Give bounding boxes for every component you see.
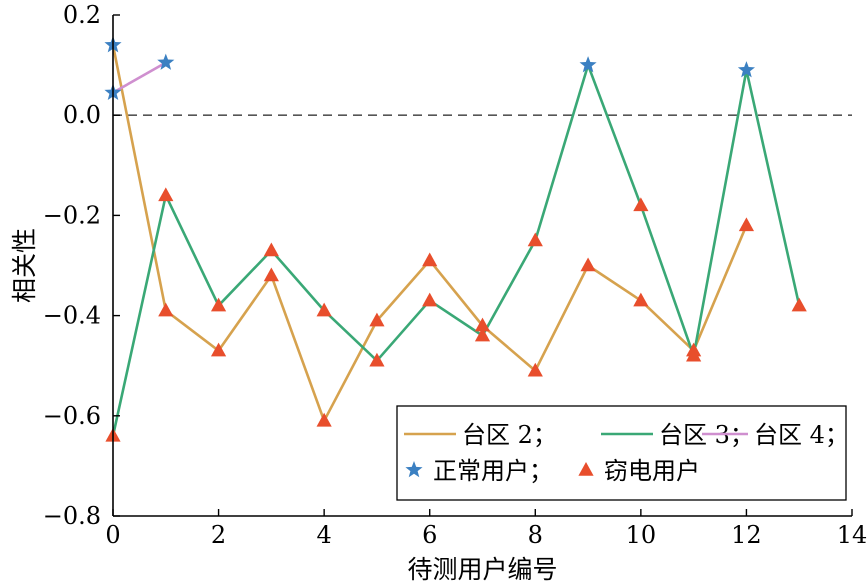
data-point-s1-6-triangle: [422, 252, 438, 267]
x-tick-label-0: 0: [105, 521, 120, 549]
x-axis-title: 待测用户编号: [407, 555, 557, 584]
legend-marker-triangle: [578, 462, 594, 476]
legend-marker-label-star: 正常用户；: [433, 457, 553, 485]
data-point-s1-1-triangle: [158, 302, 174, 317]
data-point-s1-9-triangle: [580, 257, 596, 272]
data-point-s3-1-star: [157, 53, 175, 70]
marker-layer: [104, 36, 807, 442]
series-line-3: [112, 61, 167, 94]
data-point-s2-9-star: [579, 56, 597, 73]
y-tick-label-4: 0.0: [63, 101, 101, 129]
data-point-s2-10-triangle: [633, 197, 649, 212]
series-line-2: [111, 63, 801, 437]
data-point-s2-7-triangle: [474, 327, 491, 342]
legend-label-3: 台区 4；: [754, 421, 849, 449]
data-point-s2-11-triangle: [686, 347, 702, 362]
data-point-s2-1-triangle: [158, 187, 174, 202]
data-point-s2-13-triangle: [791, 297, 807, 312]
y-tick-label-3: −0.2: [43, 201, 101, 229]
y-tick-label-0: −0.8: [43, 502, 101, 530]
y-tick-label-1: −0.6: [43, 402, 101, 430]
data-point-s2-5-triangle: [369, 352, 385, 367]
x-tick-label-14: 14: [837, 521, 867, 549]
data-point-s2-12-star: [737, 61, 755, 78]
axes-layer: 0 2 4 6 8 10 12 14 −0.8 −0.6 −0.4 −0.2 0.0 0.2 待测用户编号 相…: [10, 1, 867, 584]
legend-box: [396, 405, 847, 501]
y-tick-label-5: 0.2: [63, 1, 101, 29]
x-tick-label-10: 10: [626, 521, 657, 549]
data-point-s1-4-triangle: [316, 412, 332, 427]
x-tick-label-6: 6: [422, 521, 437, 549]
x-tick-label-4: 4: [317, 521, 332, 549]
legend-marker-label-triangle: 窃电用户: [604, 457, 700, 485]
data-point-s1-7-triangle: [474, 317, 491, 332]
data-point-s1-5-triangle: [369, 312, 385, 327]
x-tick-label-8: 8: [528, 521, 543, 549]
data-point-s2-6-triangle: [422, 292, 438, 307]
data-point-s1-10-triangle: [633, 292, 649, 307]
legend-marker-star: [405, 461, 423, 478]
x-tick-label-12: 12: [731, 521, 762, 549]
data-point-s2-2-triangle: [210, 297, 227, 312]
data-point-s2-3-triangle: [263, 242, 279, 257]
data-point-s1-2-triangle: [210, 342, 227, 357]
data-point-s1-8-triangle: [527, 362, 543, 377]
legend: 台区 2； 台区 3； 台区 4；正常用户； 窃电用户: [396, 405, 849, 501]
data-point-s2-4-triangle: [316, 302, 332, 317]
legend-label-1: 台区 2；: [462, 421, 557, 449]
data-point-s1-12-triangle: [738, 217, 755, 232]
series-layer: [111, 44, 852, 437]
y-tick-label-2: −0.4: [43, 302, 101, 330]
y-axis-title: 相关性: [10, 228, 39, 303]
data-point-s2-8-triangle: [527, 232, 543, 247]
x-tick-label-2: 2: [211, 521, 226, 549]
data-point-s1-3-triangle: [263, 267, 279, 282]
